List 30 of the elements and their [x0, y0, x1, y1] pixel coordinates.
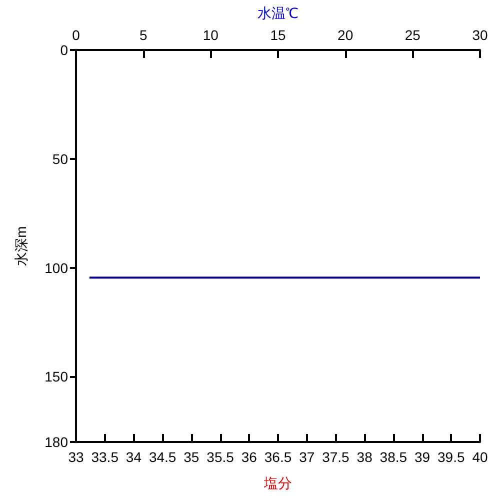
x2-tick-label: 0 [72, 27, 80, 43]
y-axis-title: 水深m [13, 226, 29, 266]
x-tick-label: 33 [68, 449, 84, 465]
x2-tick-label: 15 [270, 27, 286, 43]
y-tick-label: 180 [44, 434, 68, 450]
x2-tick-label: 30 [472, 27, 488, 43]
x-tick-label: 35.5 [206, 449, 234, 465]
x-tick-label: 40 [472, 449, 488, 465]
y-tick-label: 0 [60, 42, 68, 58]
x-tick-label: 39.5 [438, 449, 465, 465]
x-tick-label: 34.5 [148, 449, 176, 465]
y-tick-label: 100 [44, 260, 68, 276]
x2-tick-label: 20 [338, 27, 354, 43]
x-tick-label: 33.5 [91, 449, 119, 465]
x-tick-label: 38 [356, 449, 373, 465]
y-tick-label: 150 [44, 368, 68, 385]
x-tick-label: 37 [299, 449, 315, 465]
x-axis-title: 塩分 [263, 475, 292, 491]
x-tick-label: 34 [126, 449, 142, 465]
x2-tick-label: 10 [202, 27, 219, 43]
y-tick-label: 50 [52, 150, 68, 167]
x-tick-label: 37.5 [322, 449, 350, 465]
x-tick-label: 38.5 [380, 449, 408, 465]
x-tick-label: 36 [241, 449, 258, 465]
x2-tick-label: 5 [139, 27, 148, 43]
x-tick-label: 35 [184, 449, 200, 465]
x-tick-label: 39 [414, 449, 430, 465]
x-tick-label: 36.5 [264, 449, 292, 465]
x2-tick-label: 25 [404, 27, 421, 43]
x2-axis-title: 水温℃ [258, 5, 298, 21]
